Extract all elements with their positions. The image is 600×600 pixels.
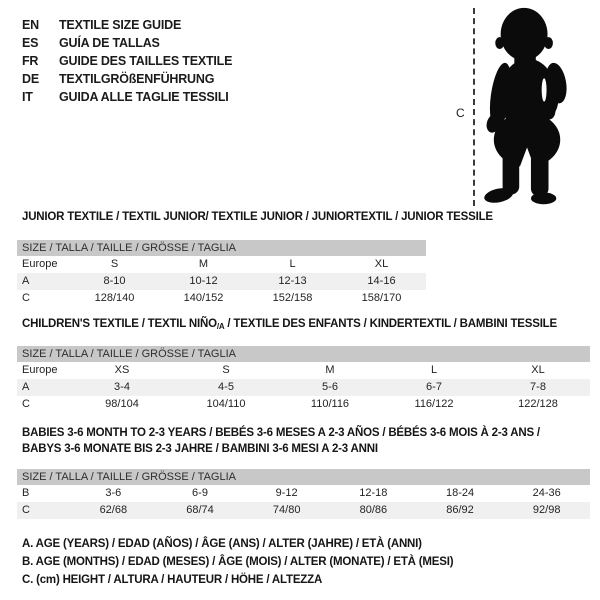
cell: S [222, 364, 230, 376]
babies-size-table: SIZE / TALLA / TAILLE / GRÖSSE / TAGLIA … [17, 469, 590, 519]
height-marker-label: C [456, 106, 465, 120]
lang-label: GUIDA ALLE TAGLIE TESSILI [59, 90, 229, 104]
cell: 86/92 [446, 504, 474, 516]
row-label: A [22, 275, 30, 287]
cell: XL [531, 364, 545, 376]
cell: 80/86 [359, 504, 388, 516]
lang-code: DE [22, 72, 39, 86]
row-label: C [22, 398, 30, 410]
junior-size-table: SIZE / TALLA / TAILLE / GRÖSSE / TAGLIA … [17, 240, 426, 307]
babies-table-title-line2: BABYS 3-6 MONATE BIS 2-3 JAHRE / BAMBINI… [22, 443, 378, 455]
cell: 7-8 [530, 381, 546, 393]
cell: 8-10 [103, 275, 126, 287]
cell: 5-6 [322, 381, 338, 393]
cell: 4-5 [218, 381, 234, 393]
cell: L [289, 258, 296, 270]
row-label: B [22, 487, 30, 499]
height-measure-dashed-line [473, 8, 475, 206]
cell: 122/128 [518, 398, 558, 410]
cell: 128/140 [94, 292, 135, 304]
footnote-a: A. AGE (YEARS) / EDAD (AÑOS) / ÂGE (ANS)… [22, 538, 422, 550]
table-row: C 128/140 140/152 152/158 158/170 [17, 290, 426, 307]
row-label: Europe [22, 258, 58, 270]
title-subscript: /A [216, 322, 225, 331]
cell: 68/74 [186, 504, 214, 516]
cell: 10-12 [189, 275, 218, 287]
cell: 74/80 [272, 504, 301, 516]
lang-code: EN [22, 18, 39, 32]
cell: 62/68 [99, 504, 128, 516]
cell: 24-36 [532, 487, 561, 499]
lang-row-en: EN TEXTILE SIZE GUIDE [22, 16, 232, 34]
table-row: C 98/104 104/110 110/116 116/122 122/128 [17, 396, 590, 413]
lang-label: GUÍA DE TALLAS [59, 36, 160, 50]
footnote-b: B. AGE (MONTHS) / EDAD (MESES) / ÂGE (MO… [22, 556, 454, 568]
cell: 110/116 [310, 398, 350, 410]
cell: 140/152 [183, 292, 224, 304]
cell: 104/110 [206, 398, 246, 410]
size-header-bar: SIZE / TALLA / TAILLE / GRÖSSE / TAGLIA [17, 240, 426, 256]
babies-table-title-line1: BABIES 3-6 MONTH TO 2-3 YEARS / BEBÉS 3-… [22, 427, 540, 439]
lang-code: FR [22, 54, 39, 68]
table-row: A 3-4 4-5 5-6 6-7 7-8 [17, 379, 590, 396]
title-part: CHILDREN'S TEXTILE / TEXTIL NIÑO [22, 318, 217, 330]
cell: 14-16 [367, 275, 396, 287]
footnote-c: C. (cm) HEIGHT / ALTURA / HAUTEUR / HÖHE… [22, 574, 323, 586]
legend-footnotes: A. AGE (YEARS) / EDAD (AÑOS) / ÂGE (ANS)… [22, 535, 454, 589]
cell: L [430, 364, 438, 376]
cell: M [198, 258, 209, 270]
size-header-bar: SIZE / TALLA / TAILLE / GRÖSSE / TAGLIA [17, 346, 590, 362]
children-size-table: SIZE / TALLA / TAILLE / GRÖSSE / TAGLIA … [17, 346, 590, 413]
cell: M [325, 364, 335, 376]
cell: S [110, 258, 119, 270]
row-label: A [22, 381, 30, 393]
cell: 98/104 [105, 398, 139, 410]
cell: 3-4 [114, 381, 130, 393]
table-row: Europe XS S M L XL [17, 362, 590, 379]
table-row: B 3-6 6-9 9-12 12-18 18-24 24-36 [17, 485, 590, 502]
cell: 12-13 [278, 275, 307, 287]
cell: 116/122 [414, 398, 454, 410]
cell: 6-9 [192, 487, 208, 499]
lang-row-es: ES GUÍA DE TALLAS [22, 34, 232, 52]
lang-row-fr: FR GUIDE DES TAILLES TEXTILE [22, 52, 232, 70]
table-row: Europe S M L XL [17, 256, 426, 273]
lang-label: TEXTILGRÖßENFÜHRUNG [59, 72, 215, 86]
lang-code: ES [22, 36, 39, 50]
children-table-title: CHILDREN'S TEXTILE / TEXTIL NIÑO/A / TEX… [22, 318, 557, 331]
row-label: C [22, 504, 30, 516]
language-list: EN TEXTILE SIZE GUIDE ES GUÍA DE TALLAS … [22, 16, 232, 106]
cell: 3-6 [105, 487, 122, 499]
row-label: Europe [22, 364, 58, 376]
lang-row-de: DE TEXTILGRÖßENFÜHRUNG [22, 70, 232, 88]
baby-silhouette-icon [484, 7, 567, 205]
lang-label: GUIDE DES TAILLES TEXTILE [59, 54, 233, 68]
table-row: A 8-10 10-12 12-13 14-16 [17, 273, 426, 290]
junior-table-title: JUNIOR TEXTILE / TEXTIL JUNIOR/ TEXTILE … [22, 211, 493, 223]
cell: 18-24 [445, 487, 475, 499]
cell: XS [114, 364, 130, 376]
lang-label: TEXTILE SIZE GUIDE [59, 18, 182, 32]
cell: 12-18 [359, 487, 388, 499]
cell: 9-12 [275, 487, 298, 499]
cell: 92/98 [532, 504, 561, 516]
lang-row-it: IT GUIDA ALLE TAGLIE TESSILI [22, 88, 232, 106]
title-part: / TEXTILE DES ENFANTS / KINDERTEXTIL / B… [224, 318, 557, 330]
cell: 152/158 [272, 292, 313, 304]
cell: 6-7 [426, 381, 442, 393]
row-label: C [22, 292, 30, 304]
size-header-bar: SIZE / TALLA / TAILLE / GRÖSSE / TAGLIA [17, 469, 590, 485]
lang-code: IT [22, 90, 33, 104]
cell: 158/170 [361, 292, 402, 304]
table-row: C 62/68 68/74 74/80 80/86 86/92 92/98 [17, 502, 590, 519]
cell: XL [374, 258, 389, 270]
